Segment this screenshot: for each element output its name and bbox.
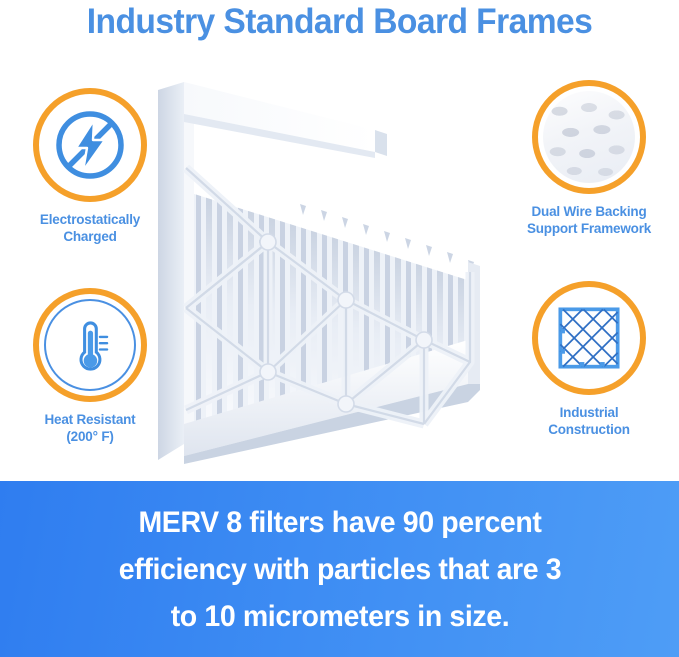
wire-mesh-texture — [543, 91, 635, 183]
feature-label-line1: Industrial — [559, 405, 619, 420]
lattice-grid-icon — [543, 292, 635, 384]
feature-industrial-construction: Industrial Construction — [499, 281, 679, 438]
feature-label: Industrial Construction — [499, 404, 679, 438]
feature-label-line1: Dual Wire Backing — [531, 204, 647, 219]
feature-label: Dual Wire Backing Support Framework — [499, 203, 679, 237]
feature-dual-wire-backing: Dual Wire Backing Support Framework — [499, 80, 679, 237]
page-title: Industry Standard Board Frames — [86, 2, 593, 41]
lightning-bolt-no-power-icon — [44, 99, 136, 191]
feature-label-line2: Support Framework — [526, 221, 652, 236]
wire-mesh-photo-icon — [543, 91, 635, 183]
thermometer-icon — [44, 299, 136, 391]
feature-label-line1: Electrostatically — [39, 212, 141, 227]
feature-label-line2: Charged — [63, 229, 117, 244]
feature-ring — [532, 281, 646, 395]
feature-ring — [532, 80, 646, 194]
banner-text: MERV 8 filters have 90 percent efficienc… — [45, 499, 634, 640]
merv-rating-banner: MERV 8 filters have 90 percent efficienc… — [0, 481, 679, 657]
banner-line-1: MERV 8 filters have 90 percent — [137, 505, 542, 539]
feature-electrostatically-charged: Electrostatically Charged — [0, 88, 180, 245]
banner-line-3: to 10 micrometers in size. — [170, 599, 509, 633]
feature-label-line2: Construction — [548, 422, 630, 437]
feature-label: Electrostatically Charged — [0, 211, 180, 245]
feature-label-line1: Heat Resistant — [44, 412, 136, 427]
feature-label: Heat Resistant (200° F) — [0, 411, 180, 445]
feature-heat-resistant: Heat Resistant (200° F) — [0, 288, 180, 445]
feature-ring — [33, 88, 147, 202]
feature-label-line2: (200° F) — [66, 429, 114, 444]
banner-line-2: efficiency with particles that are 3 — [118, 552, 561, 586]
product-image-pleated-filter — [150, 72, 522, 464]
feature-ring — [33, 288, 147, 402]
